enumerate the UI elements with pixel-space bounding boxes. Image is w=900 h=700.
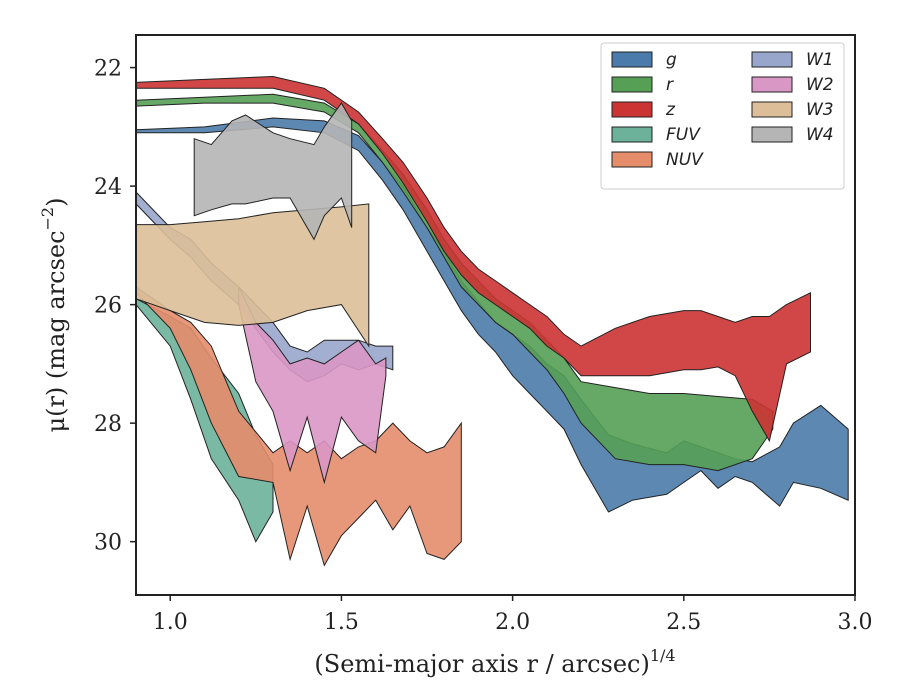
- y-axis-ticks: 22 24 26 28 30: [94, 57, 136, 556]
- legend: grz FUV NUV W1 W2 W3 W4: [600, 42, 845, 190]
- band-w4: [193, 102, 353, 241]
- band-z: [135, 75, 811, 443]
- x-tick-label: 2.5: [666, 610, 701, 635]
- y-axis-label-close: ): [42, 198, 70, 207]
- legend-label-g: g: [666, 50, 677, 70]
- y-axis-label-text: μ(r) (mag arcsec: [42, 230, 70, 432]
- y-tick-label: 22: [94, 57, 122, 82]
- legend-label-fuv: FUV: [666, 125, 701, 145]
- legend-label-w3: W3: [806, 100, 834, 120]
- y-tick-label: 28: [94, 412, 122, 437]
- x-tick-label: 3.0: [838, 610, 873, 635]
- y-axis-label: μ(r) (mag arcsec−2): [38, 198, 70, 433]
- legend-swatch-w3: [751, 101, 793, 118]
- legend-swatch-z: [611, 101, 653, 118]
- legend-label-w4: W4: [806, 125, 834, 145]
- legend-swatch-w4: [751, 126, 793, 143]
- band-w2: [238, 286, 387, 485]
- legend-label-w1: W1: [806, 50, 834, 70]
- x-axis-ticks: 1.0 1.5 2.0 2.5 3.0: [153, 595, 873, 635]
- legend-swatch-w2: [751, 76, 793, 93]
- legend-label-z: z: [665, 100, 676, 120]
- legend-swatch-g: [611, 51, 653, 68]
- legend-label-w2: W2: [806, 75, 834, 95]
- x-tick-label: 1.5: [324, 610, 359, 635]
- y-tick-label: 30: [94, 531, 122, 556]
- x-tick-label: 2.0: [495, 610, 530, 635]
- legend-label-r: r: [666, 75, 674, 95]
- legend-swatch-nuv: [611, 151, 653, 168]
- band-w3: [135, 203, 370, 348]
- x-axis-label-exponent: 1/4: [650, 646, 676, 665]
- y-tick-label: 24: [94, 175, 122, 200]
- x-axis-label: (Semi-major axis r / arcsec)1/4: [314, 646, 675, 678]
- plot-frame: [135, 34, 856, 596]
- legend-swatch-r: [611, 76, 653, 93]
- y-axis-label-exponent: −2: [38, 207, 57, 231]
- plot-bands: [135, 75, 849, 567]
- legend-swatch-fuv: [611, 126, 653, 143]
- x-axis-label-text: (Semi-major axis r / arcsec): [314, 650, 649, 678]
- x-tick-label: 1.0: [153, 610, 188, 635]
- legend-swatch-w1: [751, 51, 793, 68]
- y-tick-label: 26: [94, 294, 122, 319]
- legend-label-nuv: NUV: [666, 150, 704, 170]
